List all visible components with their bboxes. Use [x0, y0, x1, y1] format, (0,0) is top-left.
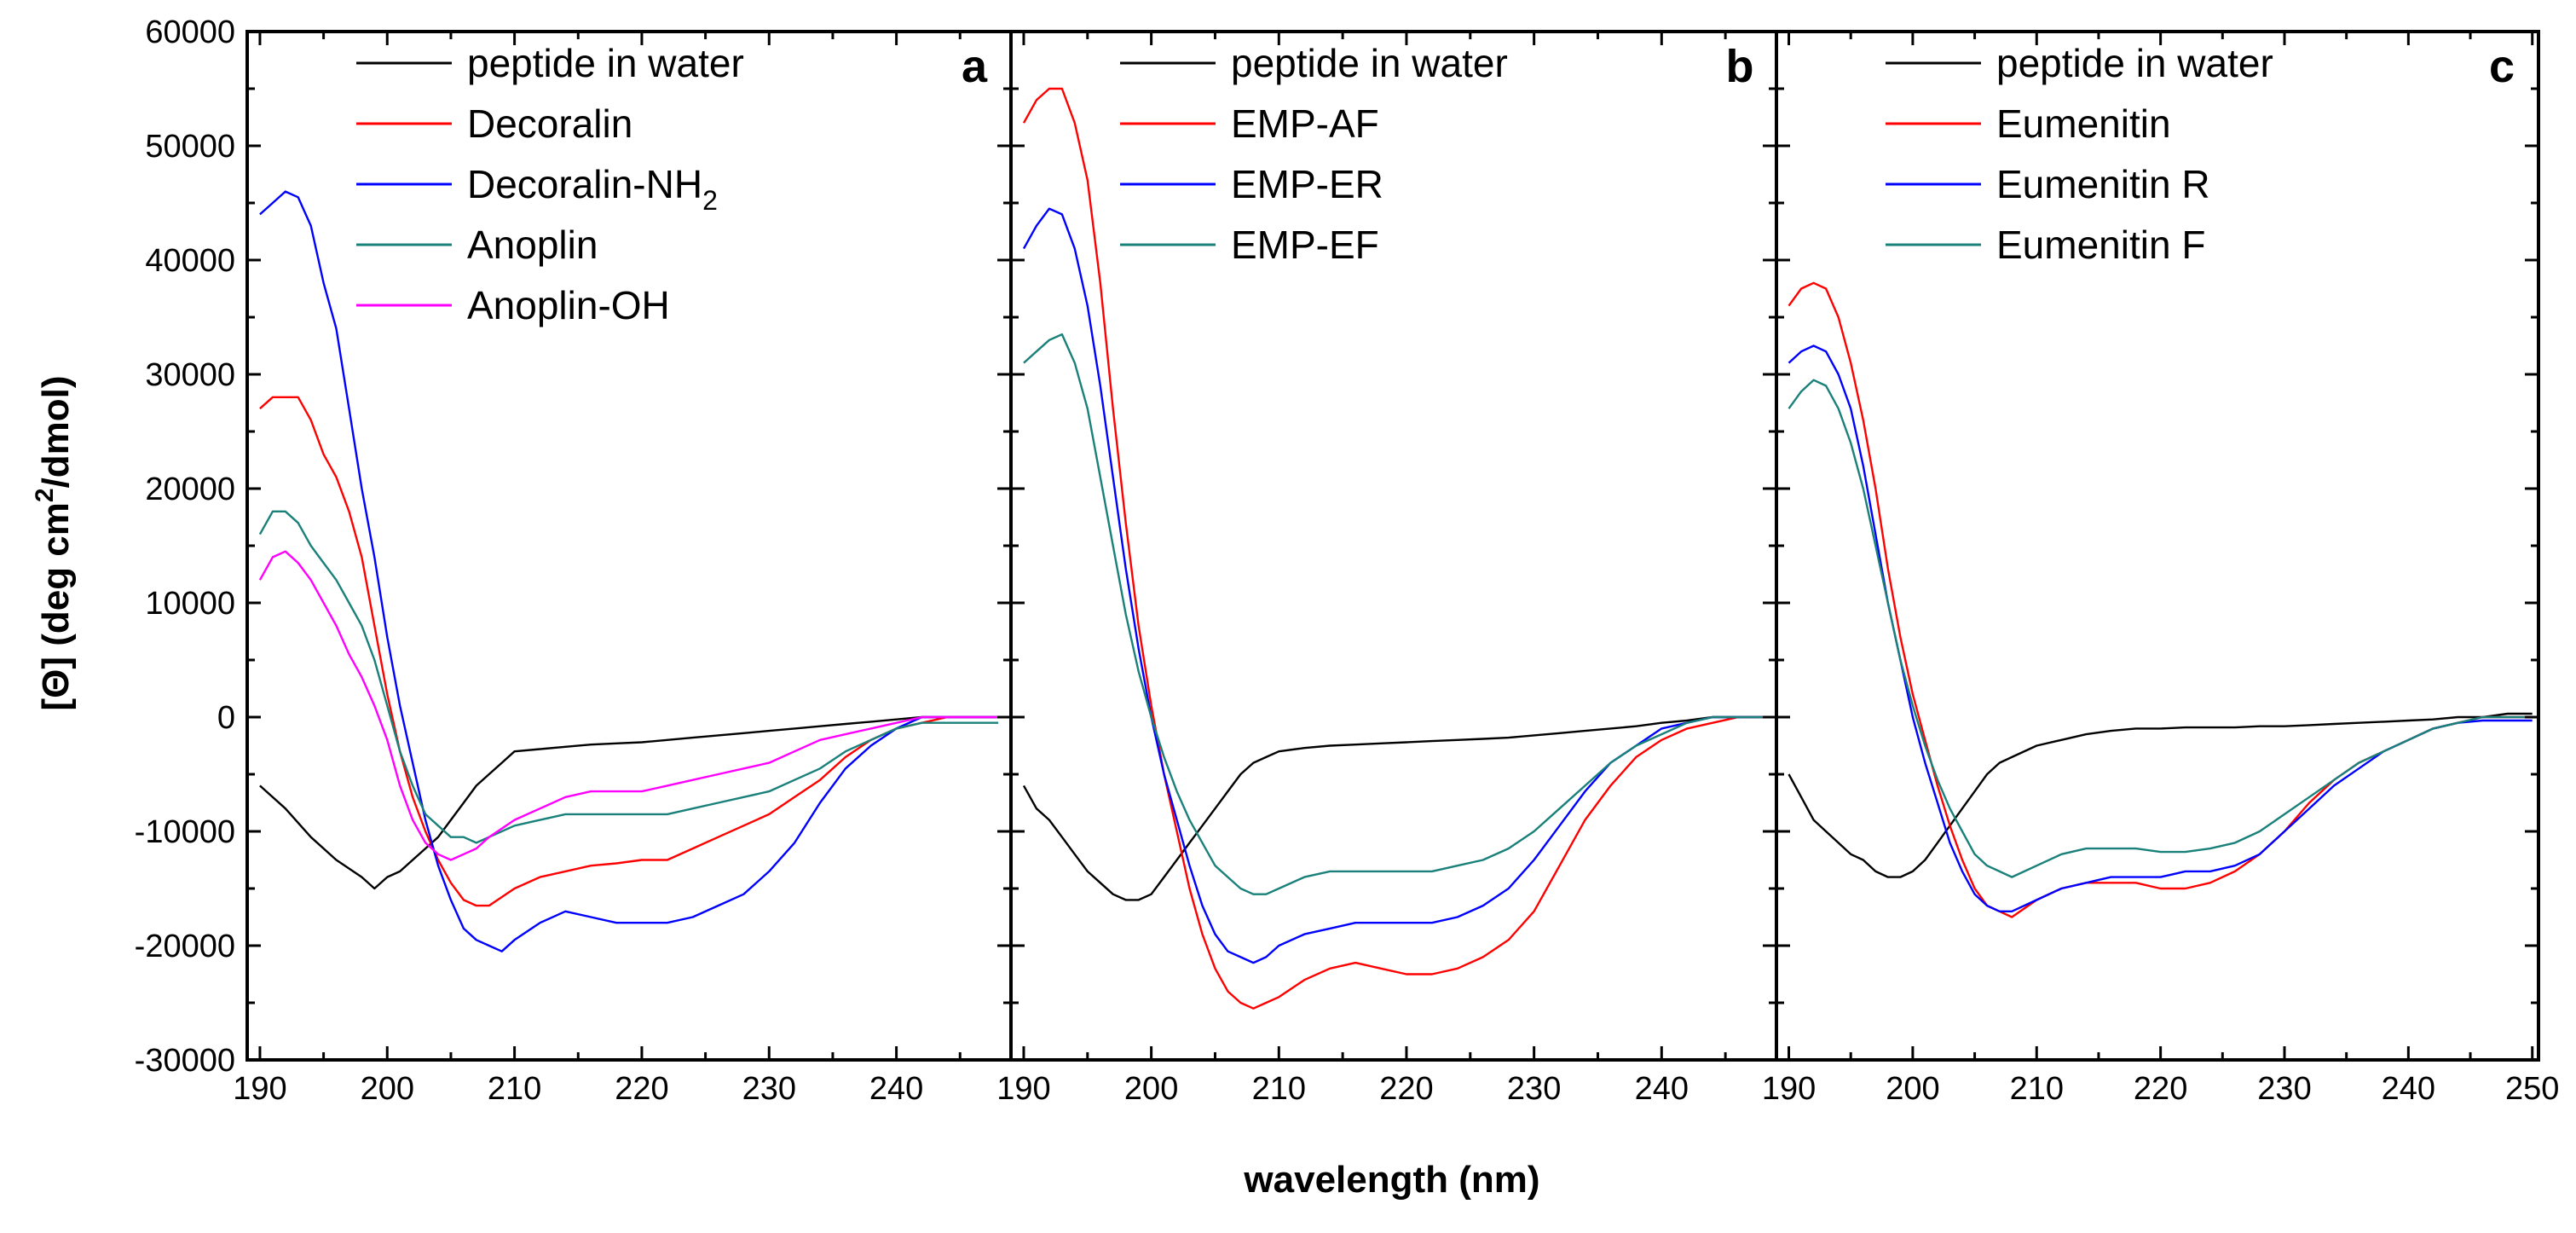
- legend: peptide in water Eumenitin Eumenitin R Eume…: [1886, 41, 2273, 267]
- series-line-anoplin: [258, 510, 999, 844]
- x-tick-label: 210: [488, 1071, 541, 1107]
- legend-label: Anoplin: [467, 223, 598, 267]
- y-tick-label: -30000: [135, 1043, 235, 1079]
- panel-letter: c: [2489, 41, 2515, 92]
- y-tick-label: 30000: [145, 357, 235, 393]
- x-tick-label: 190: [233, 1071, 286, 1107]
- x-tick-label: 230: [2257, 1071, 2311, 1107]
- x-tick-label: 210: [1252, 1071, 1306, 1107]
- x-tick-label: 210: [2010, 1071, 2064, 1107]
- y-tick-label: 0: [217, 700, 235, 736]
- legend-label: Decoralin-NH2: [467, 162, 718, 216]
- y-tick-label: 60000: [145, 14, 235, 50]
- x-axis-title: wavelength (nm): [1243, 1159, 1539, 1201]
- legend-label: peptide in water: [1231, 41, 1508, 85]
- legend-label: Eumenitin: [1996, 101, 2171, 146]
- legend: peptide in water Decoralin Decoralin-NH2 An…: [356, 41, 744, 327]
- x-tick-label: 200: [361, 1071, 414, 1107]
- x-tick-label: 200: [1886, 1071, 1939, 1107]
- x-tick-label: 220: [2134, 1071, 2187, 1107]
- x-tick-label: 220: [1379, 1071, 1433, 1107]
- x-tick-label: 240: [2382, 1071, 2435, 1107]
- x-tick-label: 240: [869, 1071, 923, 1107]
- series-line-emp-af: [1022, 87, 1764, 1010]
- series-line-eumenitin-r: [1788, 344, 2533, 913]
- series-line-peptide-in-water: [1788, 712, 2533, 878]
- panel-letter: b: [1726, 41, 1754, 92]
- x-tick-label: 230: [1507, 1071, 1561, 1107]
- series-line-anoplin-oh: [258, 550, 999, 861]
- x-tick-label: 200: [1124, 1071, 1178, 1107]
- x-tick-label: 220: [615, 1071, 668, 1107]
- legend-label: Eumenitin F: [1996, 223, 2205, 267]
- plot-frame: [1009, 30, 1778, 1062]
- series-group: [1788, 281, 2533, 918]
- y-tick-label: 10000: [145, 586, 235, 622]
- series-group: [258, 190, 999, 952]
- legend-label: Decoralin: [467, 101, 632, 146]
- series-line-decoralin: [259, 396, 999, 907]
- y-tick-label: 40000: [145, 243, 235, 279]
- y-axis-title: [Θ] (deg cm2/dmol): [31, 375, 77, 710]
- series-line-eumenitin-f: [1788, 379, 2533, 878]
- legend-label: peptide in water: [467, 41, 744, 85]
- x-tick-label: 250: [2505, 1071, 2559, 1107]
- legend: peptide in water EMP-AF EMP-ER EMP-EF: [1120, 41, 1508, 267]
- legend-label: EMP-EF: [1231, 223, 1379, 267]
- series-line-emp-er: [1022, 207, 1764, 964]
- y-tick-label: 20000: [145, 472, 235, 507]
- x-tick-label: 240: [1635, 1071, 1689, 1107]
- legend-label: EMP-ER: [1231, 162, 1383, 206]
- legend-label: peptide in water: [1996, 41, 2273, 85]
- legend-label: Eumenitin R: [1996, 162, 2210, 206]
- series-line-eumenitin: [1788, 281, 2533, 918]
- x-tick-label: 190: [1762, 1071, 1816, 1107]
- x-tick-label: 230: [742, 1071, 796, 1107]
- y-tick-label: -20000: [135, 929, 235, 964]
- panel-a: 190 200 210 220 230 240 60000 50000 40000 30000 20…: [135, 14, 1013, 1107]
- legend-label: EMP-AF: [1231, 101, 1379, 146]
- y-tick-label: 50000: [145, 129, 235, 165]
- series-line-peptide-in-water: [1022, 715, 1764, 901]
- y-tick-label: -10000: [135, 814, 235, 850]
- legend-label: Anoplin-OH: [467, 283, 670, 327]
- series-line-emp-ef: [1023, 333, 1764, 895]
- panel-b: 190 200 210 220 230 240 b peptide in water EMP-A…: [996, 30, 1778, 1107]
- series-group: [1022, 87, 1764, 1010]
- series-line-decoralin-nh-: [259, 190, 999, 952]
- x-tick-label: 190: [996, 1071, 1050, 1107]
- series-line-peptide-in-water: [259, 715, 999, 890]
- panel-letter: a: [962, 41, 988, 92]
- panel-c: 190 200 210 220 230 240 250 c peptide in water Eu…: [1762, 30, 2559, 1107]
